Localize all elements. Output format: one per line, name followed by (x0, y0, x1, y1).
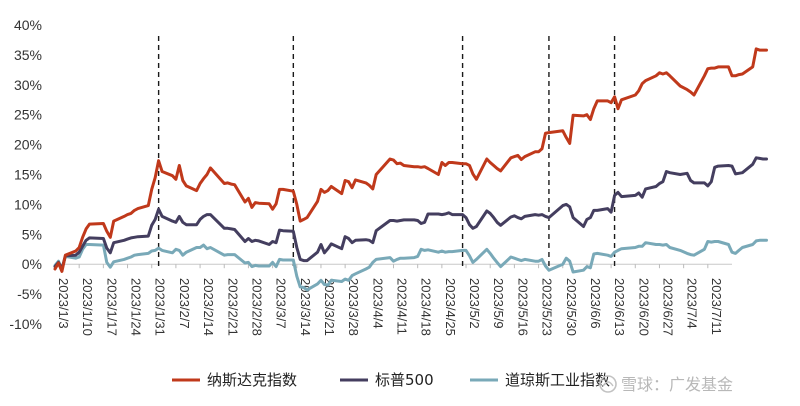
x-tick-label: 2023/4/25 (443, 278, 458, 336)
watermark: 雪球：广发基金 (599, 375, 733, 394)
x-tick-label: 2023/1/31 (153, 278, 168, 336)
series-lines (53, 47, 768, 292)
x-tick-label: 2023/4/4 (370, 278, 385, 329)
x-tick-label: 2023/1/10 (80, 278, 95, 336)
x-tick-label: 2023/5/30 (564, 278, 579, 336)
y-tick-label: 25% (14, 107, 42, 123)
y-tick-label: 30% (14, 77, 42, 93)
x-tick-label: 2023/3/14 (298, 278, 313, 336)
x-tick-label: 2023/1/3 (56, 278, 71, 329)
vertical-markers (157, 36, 616, 270)
y-tick-label: 20% (14, 137, 42, 153)
series-line-3 (53, 238, 768, 292)
snowball-logo-icon (599, 375, 617, 393)
x-tick-label: 2023/4/18 (419, 278, 434, 336)
x-tick-label: 2023/6/20 (636, 278, 651, 336)
x-tick-label: 2023/7/11 (709, 278, 724, 335)
y-tick-label: 35% (14, 47, 42, 63)
x-tick-label: 2023/6/27 (660, 278, 675, 336)
x-tick-label: 2023/2/28 (249, 278, 264, 336)
watermark-text: 雪球：广发基金 (621, 375, 733, 394)
x-tick-label: 2023/1/24 (129, 278, 144, 336)
y-axis: -10% -5% 0% 5% 10% 15% 20% 25% 30% 35% 40% (9, 17, 42, 332)
x-tick-label: 2023/2/14 (201, 278, 216, 336)
x-tick-label: 2023/7/4 (685, 278, 700, 329)
x-tick-label: 2023/1/17 (104, 278, 119, 336)
series-line-2 (53, 156, 768, 271)
x-tick-label: 2023/2/7 (177, 278, 192, 329)
y-tick-label: 10% (14, 196, 42, 212)
y-tick-label: -10% (9, 316, 42, 332)
y-tick-label: 40% (14, 17, 42, 33)
x-tick-label: 2023/5/16 (515, 278, 530, 336)
x-tick-label: 2023/5/9 (491, 278, 506, 329)
legend: 纳斯达克指数 标普500 道琼斯工业指数 (172, 371, 610, 389)
y-tick-label: 15% (14, 167, 42, 183)
x-tick-label: 2023/5/23 (540, 278, 555, 336)
x-tick-label: 2023/3/28 (346, 278, 361, 336)
legend-label: 标普500 (375, 371, 434, 389)
x-tick-label: 2023/5/2 (467, 278, 482, 329)
y-tick-label: 5% (22, 226, 42, 242)
legend-label: 纳斯达克指数 (207, 371, 297, 389)
series-line-1 (53, 47, 768, 273)
x-tick-label: 2023/3/7 (274, 278, 289, 329)
legend-label: 道琼斯工业指数 (505, 371, 610, 389)
x-tick-label: 2023/6/6 (588, 278, 603, 329)
y-tick-label: 0% (22, 256, 42, 272)
x-axis: 2023/1/3 2023/1/10 2023/1/17 2023/1/24 2023/… (54, 263, 732, 336)
x-tick-label: 2023/4/11 (395, 278, 410, 335)
x-tick-label: 2023/3/21 (322, 278, 337, 336)
y-tick-label: -5% (17, 286, 42, 302)
x-tick-label: 2023/6/13 (612, 278, 627, 336)
x-tick-label: 2023/2/21 (225, 278, 240, 336)
